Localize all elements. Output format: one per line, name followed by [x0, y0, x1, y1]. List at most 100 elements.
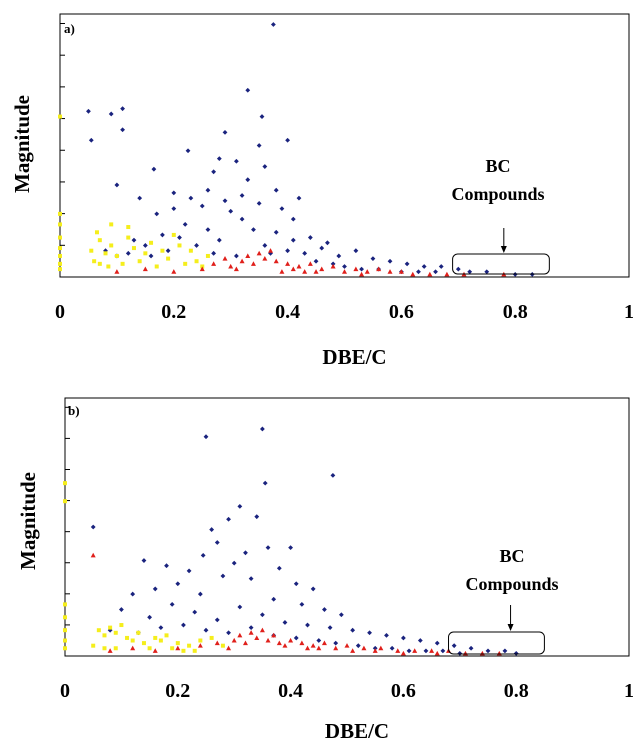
data-point — [496, 650, 502, 656]
data-point — [149, 240, 154, 245]
plot-frame — [64, 397, 630, 657]
panel-label: a) — [64, 21, 75, 36]
data-point — [248, 625, 254, 631]
data-point — [194, 243, 199, 248]
data-point — [90, 524, 96, 530]
data-point — [94, 230, 99, 235]
data-point — [114, 269, 120, 274]
data-point — [203, 627, 209, 633]
data-point — [307, 235, 313, 240]
data-point — [182, 222, 188, 227]
data-point — [58, 267, 62, 272]
data-point — [102, 633, 107, 638]
data-point — [58, 246, 62, 251]
data-point — [186, 568, 192, 574]
data-point — [299, 602, 305, 607]
data-point — [248, 630, 254, 635]
data-point — [91, 643, 96, 648]
data-point — [427, 271, 433, 277]
data-point — [406, 648, 412, 654]
data-point — [214, 540, 220, 545]
data-point — [243, 550, 248, 556]
data-point — [226, 645, 232, 651]
data-point — [288, 545, 293, 551]
data-point — [273, 229, 279, 235]
data-point — [88, 137, 94, 143]
data-point — [175, 581, 181, 587]
data-point — [58, 222, 62, 227]
data-point — [147, 646, 152, 651]
data-point — [513, 651, 519, 656]
data-point — [455, 266, 461, 272]
data-point — [239, 216, 245, 222]
data-point — [205, 227, 211, 233]
data-point — [170, 646, 175, 651]
data-point — [63, 602, 67, 607]
data-point — [89, 248, 94, 253]
data-point — [106, 264, 111, 269]
data-point — [205, 253, 210, 258]
data-point — [216, 237, 222, 243]
panel-a: 0 0.2 0.4 0.6 0.8 1 DBE/C Magnitude a) BC Compound… — [10, 13, 634, 369]
data-point — [109, 243, 114, 248]
data-point — [63, 646, 67, 651]
data-point — [310, 643, 316, 648]
data-point — [63, 481, 67, 486]
data-point — [142, 266, 148, 272]
data-point — [262, 480, 268, 486]
data-point — [226, 516, 231, 522]
data-point — [237, 632, 243, 638]
data-point — [271, 632, 277, 638]
data-point — [175, 641, 180, 646]
data-point — [457, 651, 463, 656]
data-point — [444, 271, 450, 277]
data-point — [197, 591, 203, 597]
data-point — [290, 237, 296, 243]
data-point — [404, 261, 410, 267]
data-point — [433, 269, 438, 275]
data-point — [319, 245, 325, 251]
data-point — [228, 208, 234, 214]
data-point — [400, 650, 406, 656]
data-point — [259, 114, 265, 119]
data-point — [344, 643, 350, 648]
data-point — [350, 648, 356, 653]
data-point — [58, 211, 62, 216]
data-point — [153, 635, 158, 640]
data-point — [290, 266, 296, 272]
data-point — [438, 264, 444, 269]
data-point — [171, 269, 177, 274]
data-point — [401, 635, 406, 641]
x-tick-label: 0.6 — [389, 301, 414, 323]
data-point — [97, 261, 102, 266]
data-point — [434, 650, 440, 656]
data-point — [58, 261, 62, 266]
data-point — [353, 266, 359, 272]
data-point — [260, 426, 265, 432]
data-point — [395, 648, 401, 653]
data-point — [158, 638, 163, 643]
data-point — [154, 211, 160, 217]
data-point — [336, 253, 342, 259]
data-point — [370, 256, 376, 261]
annotation-line1: BC — [499, 546, 524, 566]
data-point — [113, 630, 118, 635]
data-point — [160, 248, 165, 253]
data-point — [412, 648, 418, 653]
data-point — [389, 645, 395, 651]
data-point — [126, 225, 131, 230]
data-point — [502, 648, 508, 654]
data-point — [131, 246, 136, 251]
data-point — [154, 264, 159, 269]
data-point — [434, 640, 440, 646]
data-point — [307, 261, 313, 266]
panel-b: 0 0.2 0.4 0.6 0.8 1 DBE/C Magnitude b) BC Compound… — [16, 397, 634, 743]
data-point — [188, 248, 193, 253]
data-point — [119, 623, 124, 628]
data-point — [302, 269, 308, 274]
data-point — [265, 637, 271, 643]
data-point — [270, 22, 276, 27]
data-point — [92, 259, 97, 264]
data-point — [126, 235, 131, 240]
